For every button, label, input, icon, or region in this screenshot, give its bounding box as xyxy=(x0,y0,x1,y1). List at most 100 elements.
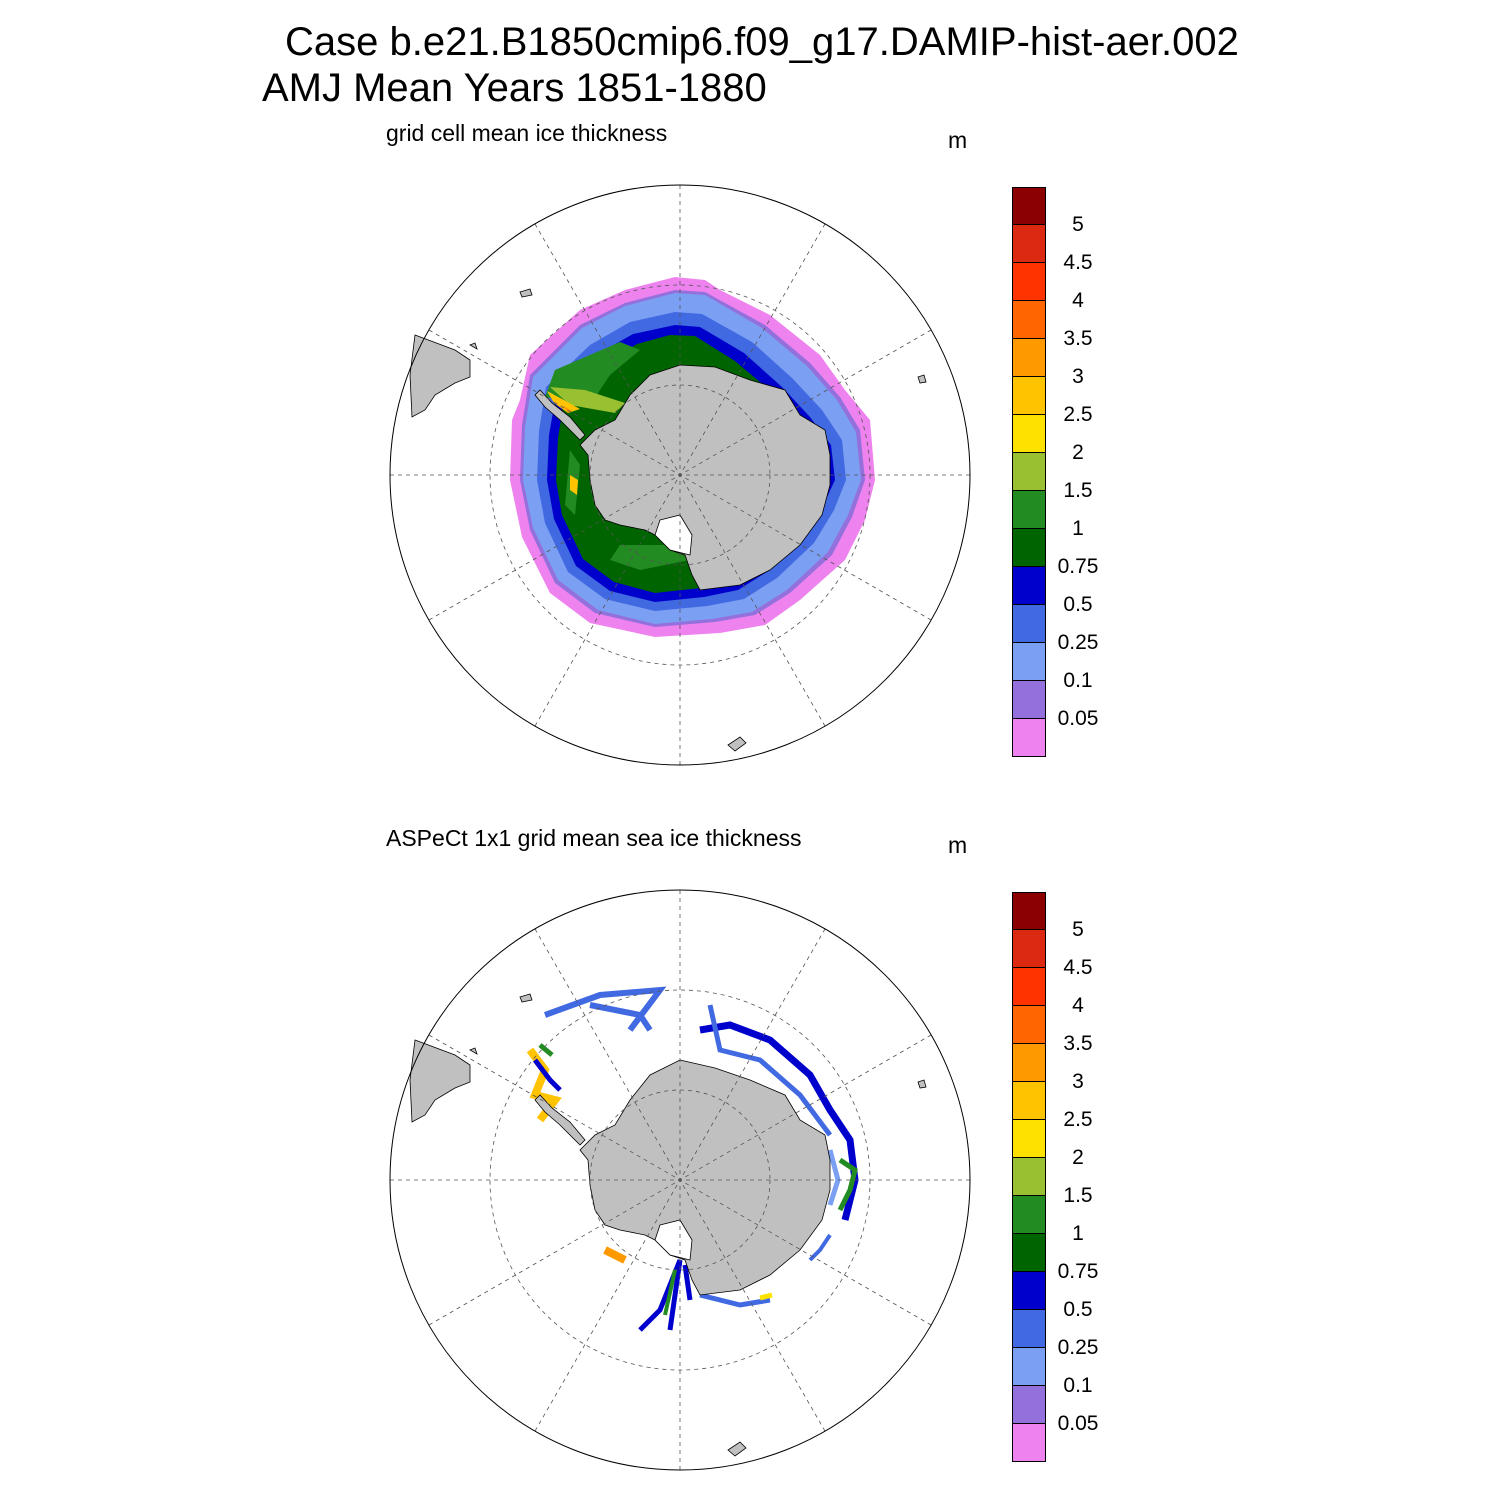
obs-track-peninsula-c xyxy=(538,1043,554,1057)
map-boundary xyxy=(389,889,971,1471)
falklands-island xyxy=(519,993,533,1003)
colorbar-label: 0.1 xyxy=(1063,669,1093,692)
panel-1-subtitle: grid cell mean ice thickness xyxy=(386,120,668,146)
panel-2-colorbar xyxy=(1012,892,1046,1462)
meridian-150 xyxy=(534,928,826,1432)
colorbar-label: 2.5 xyxy=(1063,403,1093,426)
colorbar-label: 3 xyxy=(1072,1070,1084,1093)
panel-1-polar-map xyxy=(389,184,971,766)
colorbar-swatch xyxy=(1012,1044,1046,1082)
colorbar-label: 2.5 xyxy=(1063,1108,1093,1131)
colorbar-swatch xyxy=(1012,719,1046,757)
colorbar-swatch xyxy=(1012,1234,1046,1272)
colorbar-swatch xyxy=(1012,415,1046,453)
map-boundary xyxy=(389,184,971,766)
obs-track-east-tail xyxy=(808,1233,832,1262)
colorbar-swatch xyxy=(1012,453,1046,491)
colorbar-swatch xyxy=(1012,339,1046,377)
colorbar-label: 4.5 xyxy=(1063,251,1093,274)
colorbar-label: 2 xyxy=(1072,1146,1084,1169)
colorbar-label: 0.5 xyxy=(1063,1298,1093,1321)
figure-title-period: AMJ Mean Years 1851-1880 xyxy=(262,66,767,110)
antarctica xyxy=(579,1059,831,1296)
colorbar-label: 5 xyxy=(1072,213,1084,236)
panel-2-polar-map xyxy=(389,889,971,1471)
colorbar-label: 0.75 xyxy=(1057,1260,1099,1283)
antarctic-peninsula xyxy=(534,389,586,441)
colorbar-label: 3.5 xyxy=(1063,1032,1093,1055)
ice-band-1-5-c xyxy=(610,545,690,570)
south-america-tip xyxy=(409,334,471,418)
ice-band-2-weddell xyxy=(570,475,578,495)
colorbar-swatch xyxy=(1012,1424,1046,1462)
obs-track-southwest xyxy=(699,1292,771,1308)
colorbar-swatch xyxy=(1012,1272,1046,1310)
meridian-150 xyxy=(534,223,826,727)
falklands-island xyxy=(519,288,533,298)
colorbar-swatch xyxy=(1012,1006,1046,1044)
colorbar-label: 4 xyxy=(1072,994,1084,1017)
colorbar-label: 2 xyxy=(1072,441,1084,464)
panel-2-units: m xyxy=(948,832,968,858)
colorbar-swatch xyxy=(1012,263,1046,301)
colorbar-label: 1 xyxy=(1072,517,1084,540)
south-georgia-island xyxy=(469,342,478,350)
colorbar-swatch xyxy=(1012,567,1046,605)
kerguelen-island xyxy=(917,1079,927,1089)
panel-2-subtitle: ASPeCt 1x1 grid mean sea ice thickness xyxy=(386,825,802,851)
land-masses xyxy=(409,993,927,1457)
obs-track-east-2 xyxy=(707,1004,832,1137)
colorbar-label: 0.5 xyxy=(1063,593,1093,616)
obs-track-peninsula-b xyxy=(533,1058,562,1092)
colorbar-label: 0.05 xyxy=(1057,707,1099,730)
colorbar-label: 5 xyxy=(1072,918,1084,941)
colorbar-swatch xyxy=(1012,1196,1046,1234)
kerguelen-island xyxy=(917,374,927,384)
figure-title-case: Case b.e21.B1850cmip6.f09_g17.DAMIP-hist… xyxy=(285,20,1239,64)
colorbar-swatch xyxy=(1012,643,1046,681)
antarctica xyxy=(579,364,831,591)
colorbar-swatch xyxy=(1012,1310,1046,1348)
obs-track-east-4 xyxy=(827,1149,841,1206)
obs-track-east-3 xyxy=(837,1157,858,1212)
colorbar-label: 0.25 xyxy=(1057,1336,1099,1359)
colorbar-swatch xyxy=(1012,377,1046,415)
colorbar-swatch xyxy=(1012,1348,1046,1386)
colorbar-swatch xyxy=(1012,1082,1046,1120)
colorbar-swatch xyxy=(1012,187,1046,225)
colorbar-swatch xyxy=(1012,529,1046,567)
colorbar-swatch xyxy=(1012,1386,1046,1424)
ice-band-2-5 xyxy=(547,391,580,413)
colorbar-label: 0.05 xyxy=(1057,1412,1099,1435)
colorbar-label: 1.5 xyxy=(1063,479,1093,502)
obs-track-amundsen xyxy=(603,1246,627,1264)
new-zealand-island xyxy=(727,736,747,752)
panel-1-colorbar xyxy=(1012,187,1046,757)
colorbar-label: 1.5 xyxy=(1063,1184,1093,1207)
colorbar-swatch xyxy=(1012,892,1046,930)
colorbar-label: 4 xyxy=(1072,289,1084,312)
graticule xyxy=(390,890,970,1470)
ice-band-2 xyxy=(550,387,625,413)
obs-track-ross xyxy=(638,1259,693,1332)
obs-track-weddell-north xyxy=(543,986,667,1032)
colorbar-swatch xyxy=(1012,225,1046,263)
new-zealand-island xyxy=(727,1441,747,1457)
colorbar-label: 3.5 xyxy=(1063,327,1093,350)
colorbar-label: 0.75 xyxy=(1057,555,1099,578)
colorbar-swatch xyxy=(1012,1158,1046,1196)
colorbar-swatch xyxy=(1012,681,1046,719)
obs-track-ross-b xyxy=(663,1269,677,1316)
aspect-ship-track-observations xyxy=(526,986,859,1332)
antarctic-peninsula xyxy=(534,1094,586,1146)
colorbar-swatch xyxy=(1012,605,1046,643)
colorbar-label: 4.5 xyxy=(1063,956,1093,979)
south-georgia-island xyxy=(469,1047,478,1055)
colorbar-label: 0.25 xyxy=(1057,631,1099,654)
colorbar-label: 0.1 xyxy=(1063,1374,1093,1397)
colorbar-swatch xyxy=(1012,491,1046,529)
colorbar-swatch xyxy=(1012,930,1046,968)
graticule xyxy=(390,185,970,765)
obs-track-southwest-b xyxy=(759,1292,773,1301)
south-america-tip xyxy=(409,1039,471,1123)
